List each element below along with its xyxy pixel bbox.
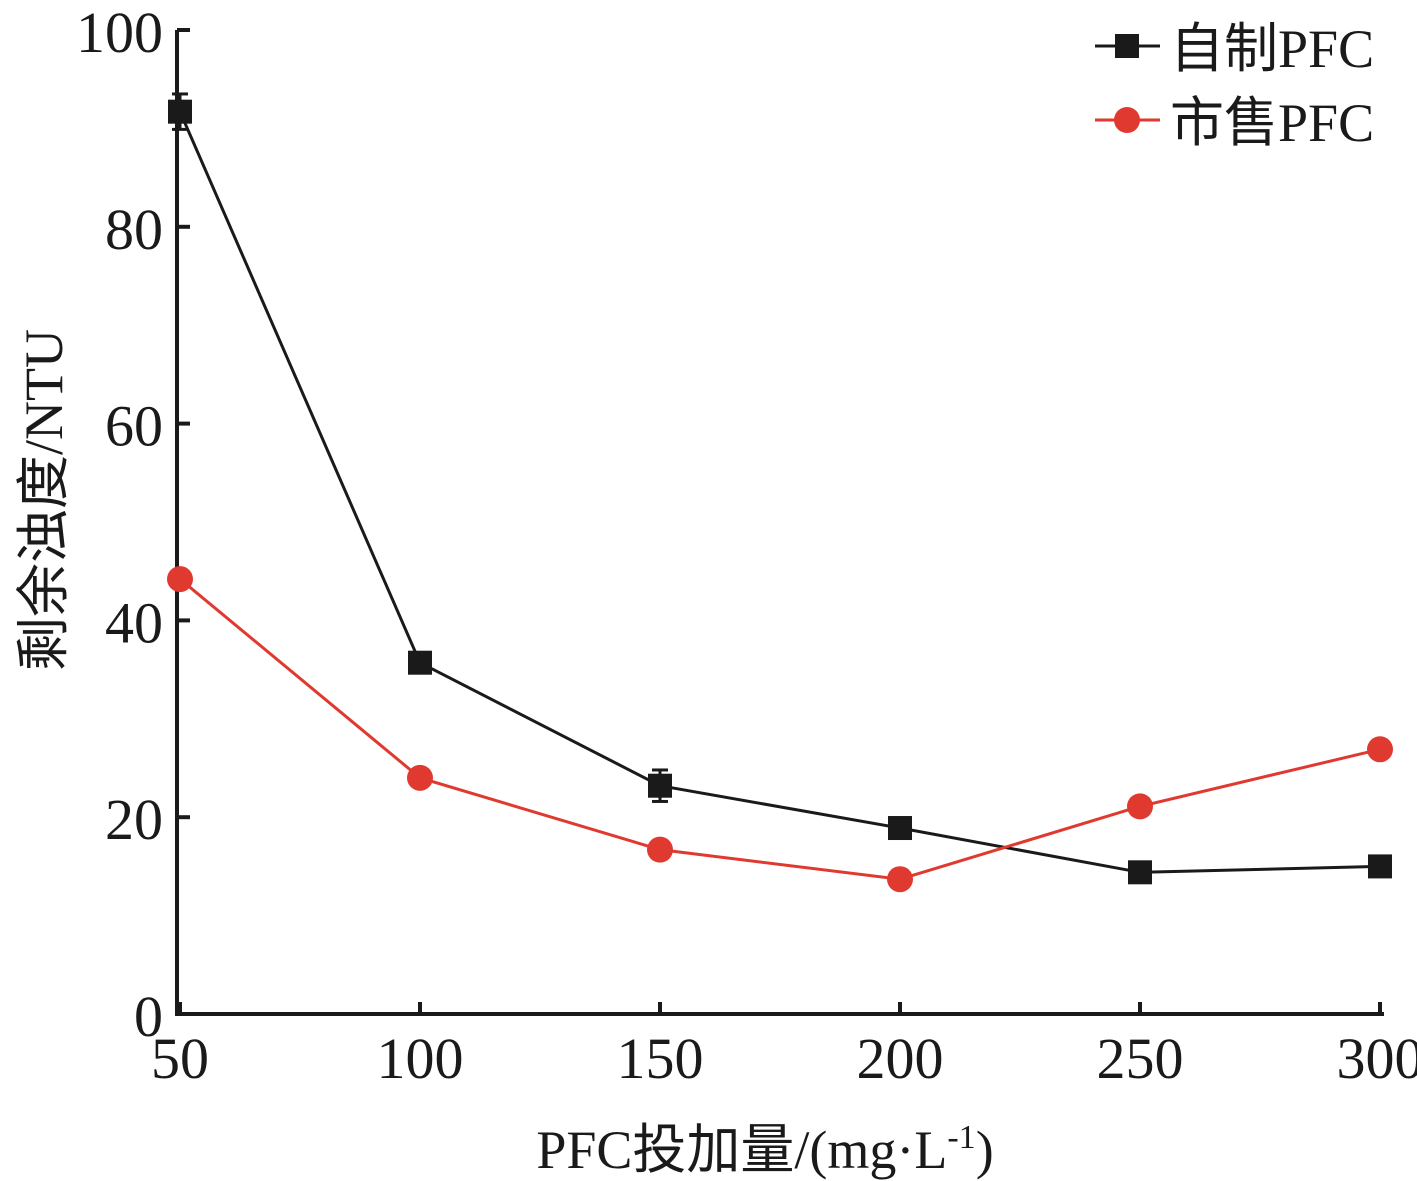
x-axis-title-close: ) [976,1120,994,1180]
ticks: 0 20 40 60 80 100 50 100 150 200 250 300 [76,0,1417,1091]
data-point [408,650,432,675]
series-0 [168,92,1392,885]
legend-marker-homemade [1115,34,1139,58]
data-point [167,566,193,593]
legend-label-commercial: 市售PFC [1170,93,1374,153]
data-point [168,99,192,124]
data-point [648,773,672,798]
y-tick-label: 80 [105,197,163,262]
y-tick-label: 40 [105,590,163,655]
y-tick-label: 20 [105,787,163,852]
y-tick-label: 100 [76,0,163,65]
x-tick-label: 100 [377,1026,464,1091]
legend-marker-commercial [1114,107,1140,133]
y-axis-title: 剩余浊度/NTU [14,329,74,671]
data-point [647,836,673,863]
series-layer [167,92,1393,893]
x-axis-title-superscript: -1 [947,1119,975,1156]
data-point [1128,860,1152,885]
y-tick-label: 60 [105,394,163,459]
y-tick-label: 0 [134,984,163,1049]
series-line [178,111,1381,874]
data-point [407,764,433,791]
x-tick-label: 150 [617,1026,704,1091]
x-tick-label: 200 [857,1026,944,1091]
series-line [179,577,1381,881]
series-1 [167,566,1393,893]
legend: 自制PFC 市售PFC [1095,19,1374,153]
x-tick-label: 300 [1337,1026,1417,1091]
x-axis-title-main: PFC投加量/(mg·L [536,1120,947,1180]
legend-label-homemade: 自制PFC [1170,19,1374,79]
legend-item-homemade: 自制PFC [1095,19,1374,79]
data-point [887,866,913,893]
data-point [1127,793,1153,820]
axes [175,30,1384,1016]
data-point [1367,736,1393,763]
x-tick-label: 250 [1097,1026,1184,1091]
x-axis-title: PFC投加量/(mg·L-1) [536,1119,993,1180]
data-point [888,816,912,841]
data-point [1368,854,1392,879]
x-tick-label: 50 [151,1026,209,1091]
legend-item-commercial: 市售PFC [1095,93,1374,153]
